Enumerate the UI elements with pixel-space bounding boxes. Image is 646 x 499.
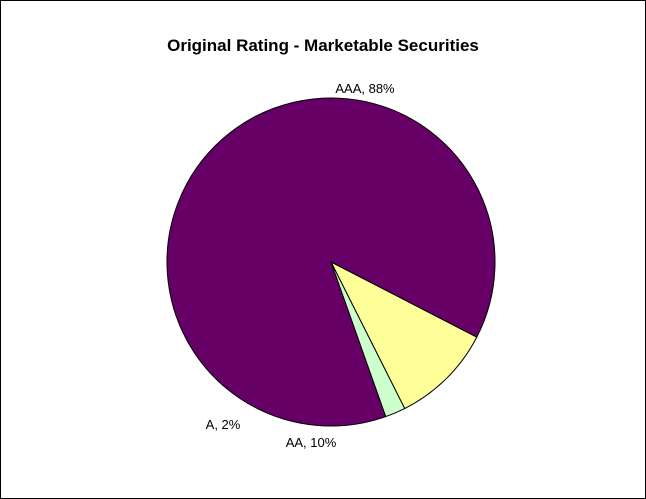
chart-title: Original Rating - Marketable Securities	[167, 36, 479, 55]
pie-slice-aa	[329, 260, 478, 410]
data-label-a: A, 2%	[206, 417, 241, 432]
data-label-aaa: AAA, 88%	[335, 81, 395, 96]
pie-slice-a	[330, 261, 406, 418]
data-label-aa: AA, 10%	[286, 435, 337, 450]
